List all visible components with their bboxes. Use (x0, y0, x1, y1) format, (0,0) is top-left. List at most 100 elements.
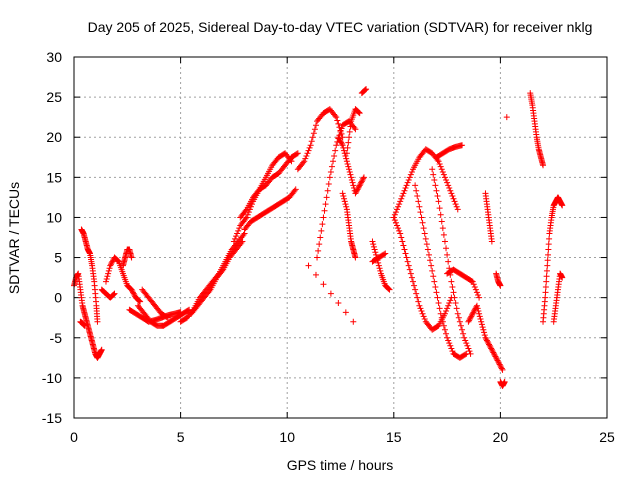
data-point (441, 238, 448, 245)
x-tick-label: 15 (386, 429, 402, 445)
series-arc-h (126, 306, 184, 325)
data-point (467, 350, 474, 357)
series-arc-ac (444, 266, 483, 301)
data-point (334, 117, 341, 124)
series-arc-n (241, 186, 299, 233)
data-point (447, 342, 454, 349)
data-point (440, 322, 447, 329)
data-point (395, 203, 402, 210)
data-point (98, 346, 105, 353)
data-point (348, 177, 355, 184)
data-point (323, 194, 330, 201)
data-point (453, 305, 460, 312)
data-point (438, 218, 445, 225)
data-point (240, 231, 247, 238)
data-point (462, 351, 469, 358)
data-point (488, 238, 495, 245)
data-point (441, 326, 448, 333)
data-point (105, 267, 112, 274)
data-point (469, 310, 476, 317)
data-point (497, 362, 504, 369)
data-point (355, 108, 362, 115)
data-point (450, 289, 457, 296)
data-point (434, 193, 441, 200)
data-point (427, 257, 434, 264)
data-point (559, 202, 566, 209)
data-point (448, 278, 455, 285)
series-arc-r (343, 106, 363, 157)
data-point (542, 283, 549, 290)
data-point (423, 241, 430, 248)
data-point (317, 234, 324, 241)
data-point (471, 283, 478, 290)
series-arc-x (390, 146, 461, 221)
data-point (330, 158, 337, 165)
data-point (346, 128, 353, 135)
data-point (411, 282, 418, 289)
data-point (335, 300, 342, 307)
data-point (399, 193, 406, 200)
data-point (129, 287, 136, 294)
data-point (490, 349, 497, 356)
y-tick-label: -5 (50, 330, 63, 346)
data-point (398, 234, 405, 241)
data-point (344, 160, 351, 167)
data-points (71, 86, 566, 389)
data-point (544, 262, 551, 269)
data-point (332, 147, 339, 154)
series-arc-ai (527, 90, 547, 169)
data-point (482, 334, 489, 341)
data-point (135, 297, 142, 304)
data-point (478, 318, 485, 325)
data-point (346, 166, 353, 173)
series-arc-ae (482, 190, 495, 245)
data-point (341, 147, 348, 154)
data-point (292, 186, 299, 193)
data-point (408, 168, 415, 175)
data-point (315, 247, 322, 254)
data-point (343, 155, 350, 162)
data-point (338, 125, 345, 132)
data-point (445, 182, 452, 189)
series-arc-v (369, 238, 393, 293)
data-point (338, 140, 345, 147)
data-point (448, 345, 455, 352)
data-point (319, 221, 326, 228)
data-point (397, 198, 404, 205)
data-point (401, 246, 408, 253)
data-point (462, 337, 469, 344)
data-point (545, 241, 552, 248)
data-point (418, 308, 425, 315)
data-point (371, 246, 378, 253)
data-point (324, 187, 331, 194)
data-point (103, 275, 110, 282)
data-point (486, 342, 493, 349)
data-point (391, 211, 398, 218)
data-point (312, 122, 319, 129)
chart-title: Day 205 of 2025, Sidereal Day-to-day VTE… (88, 19, 593, 35)
y-tick-label: 25 (46, 89, 62, 105)
data-point (335, 134, 342, 141)
data-point (493, 354, 500, 361)
data-point (417, 305, 424, 312)
data-point (346, 134, 353, 141)
data-point (339, 190, 346, 197)
data-point (353, 187, 360, 194)
data-point (452, 201, 459, 208)
data-point (340, 193, 347, 200)
data-point (465, 318, 472, 325)
data-point (414, 294, 421, 301)
data-point (177, 309, 184, 316)
data-point (435, 198, 442, 205)
data-point (485, 340, 492, 347)
data-point (104, 273, 111, 280)
x-tick-label: 25 (599, 429, 615, 445)
data-point (347, 123, 354, 130)
data-point (416, 203, 423, 210)
data-point (107, 261, 114, 268)
data-point (421, 316, 428, 323)
data-point (304, 150, 311, 157)
data-point (498, 365, 505, 372)
data-point (540, 162, 547, 169)
